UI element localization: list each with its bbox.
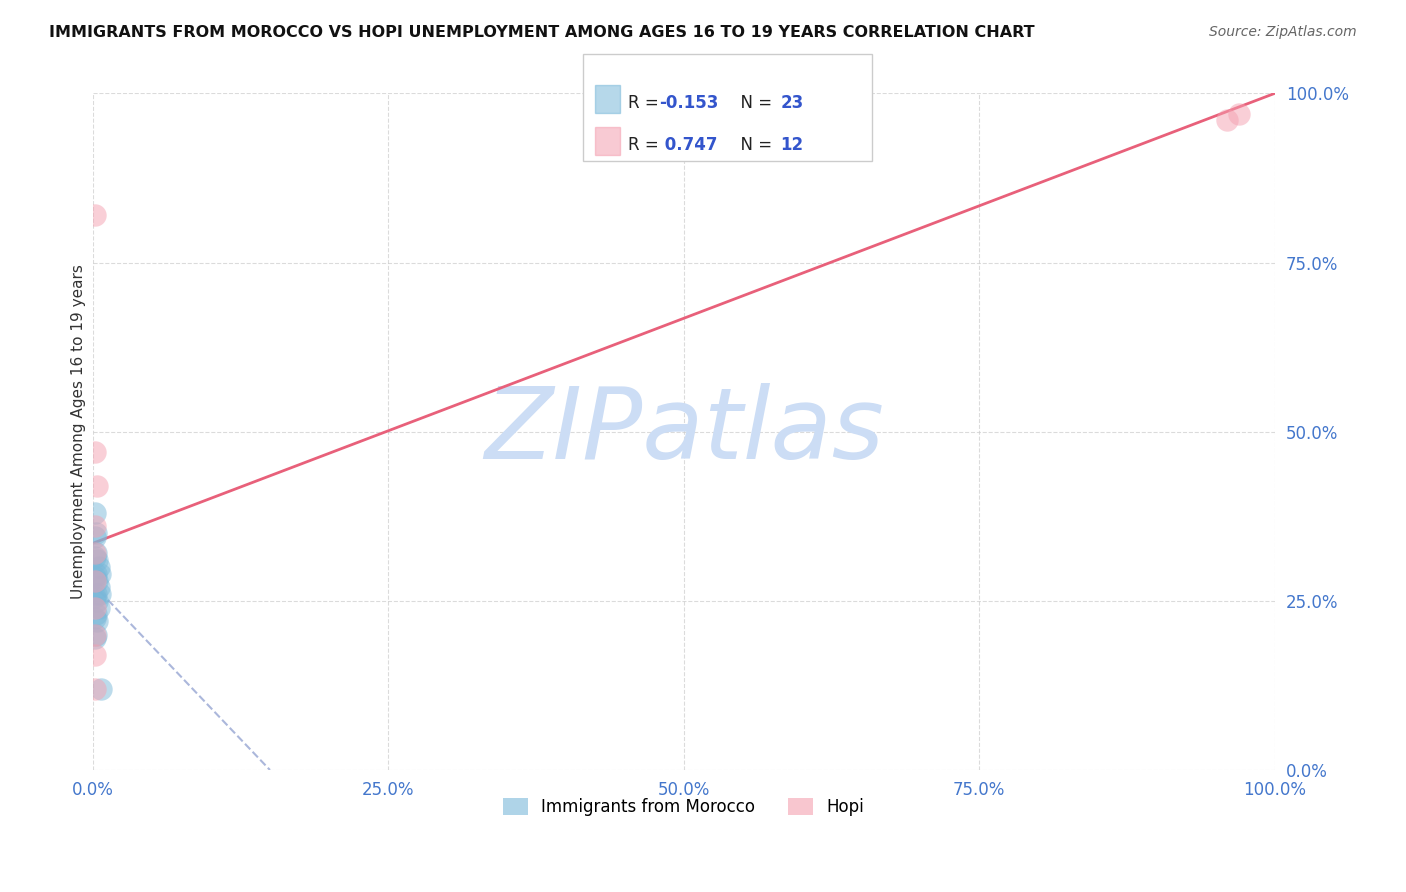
Point	[1216, 113, 1239, 128]
Point	[87, 600, 110, 615]
Text: 12: 12	[780, 136, 803, 153]
Point	[84, 587, 107, 601]
Point	[84, 526, 107, 541]
Point	[84, 631, 107, 645]
Point	[84, 208, 107, 222]
Y-axis label: Unemployment Among Ages 16 to 19 years: Unemployment Among Ages 16 to 19 years	[72, 264, 86, 599]
Point	[87, 580, 110, 594]
Point	[84, 648, 107, 662]
Point	[84, 546, 107, 560]
Point	[86, 594, 108, 608]
Point	[89, 566, 111, 581]
Point	[84, 681, 107, 696]
Legend: Immigrants from Morocco, Hopi: Immigrants from Morocco, Hopi	[496, 791, 872, 822]
Text: R =: R =	[628, 136, 665, 153]
Point	[89, 587, 111, 601]
Text: -0.153: -0.153	[659, 94, 718, 112]
Point	[84, 549, 107, 564]
Point	[86, 614, 108, 628]
Text: 23: 23	[780, 94, 804, 112]
Point	[84, 519, 107, 533]
Text: ZIPatlas: ZIPatlas	[484, 384, 883, 480]
Point	[1227, 106, 1250, 120]
Text: N =: N =	[730, 94, 778, 112]
Point	[84, 530, 107, 544]
Point	[86, 553, 108, 567]
Point	[84, 628, 107, 642]
Point	[84, 574, 107, 588]
Text: R =: R =	[628, 94, 665, 112]
Point	[90, 681, 112, 696]
Point	[87, 560, 110, 574]
Point	[86, 479, 108, 493]
Text: N =: N =	[730, 136, 778, 153]
Text: 0.747: 0.747	[659, 136, 718, 153]
Text: Source: ZipAtlas.com: Source: ZipAtlas.com	[1209, 25, 1357, 39]
Point	[84, 570, 107, 584]
Point	[84, 546, 107, 560]
Point	[84, 611, 107, 625]
Point	[84, 600, 107, 615]
Point	[84, 566, 107, 581]
Point	[84, 591, 107, 605]
Point	[84, 628, 107, 642]
Point	[84, 607, 107, 622]
Point	[86, 574, 108, 588]
Point	[84, 445, 107, 459]
Text: IMMIGRANTS FROM MOROCCO VS HOPI UNEMPLOYMENT AMONG AGES 16 TO 19 YEARS CORRELATI: IMMIGRANTS FROM MOROCCO VS HOPI UNEMPLOY…	[49, 25, 1035, 40]
Point	[84, 506, 107, 520]
